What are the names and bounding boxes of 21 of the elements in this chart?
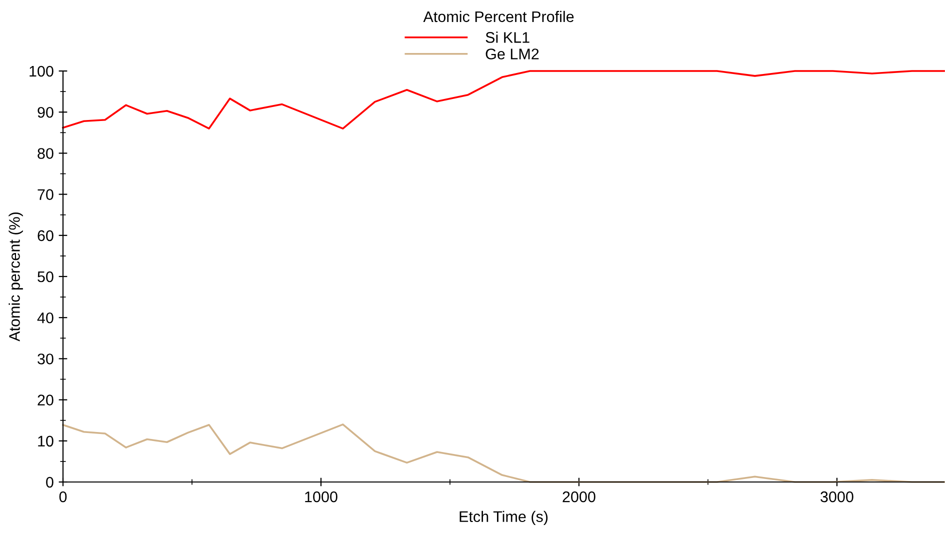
x-tick-label: 2000 xyxy=(562,491,596,502)
y-tick-label: 30 xyxy=(38,354,54,364)
line-series xyxy=(62,70,945,130)
chart-title: Atomic Percent Profile xyxy=(423,10,574,22)
y-tick-label: 50 xyxy=(38,271,54,282)
y-tick-label: 80 xyxy=(38,148,54,159)
y-tick-label: 10 xyxy=(38,436,54,447)
y-axis-title: Atomic percent (%) xyxy=(8,212,23,342)
y-tick-label: 40 xyxy=(37,312,54,324)
x-tick-label: 1000 xyxy=(305,491,338,502)
y-tick-label: 60 xyxy=(38,230,54,242)
y-tick-label: 70 xyxy=(38,189,54,200)
x-axis-title: Etch Time (s) xyxy=(460,510,548,526)
x-tick-label: 0 xyxy=(59,491,67,502)
legend-label: Si KL1 xyxy=(486,32,530,43)
y-tick-label: 100 xyxy=(30,66,54,77)
y-tick-label: 20 xyxy=(38,394,54,406)
x-tick-label: 3000 xyxy=(820,491,854,502)
legend-label: Ge LM2 xyxy=(486,48,539,60)
y-tick-label: 0 xyxy=(46,476,54,488)
y-tick-label: 90 xyxy=(38,106,54,118)
